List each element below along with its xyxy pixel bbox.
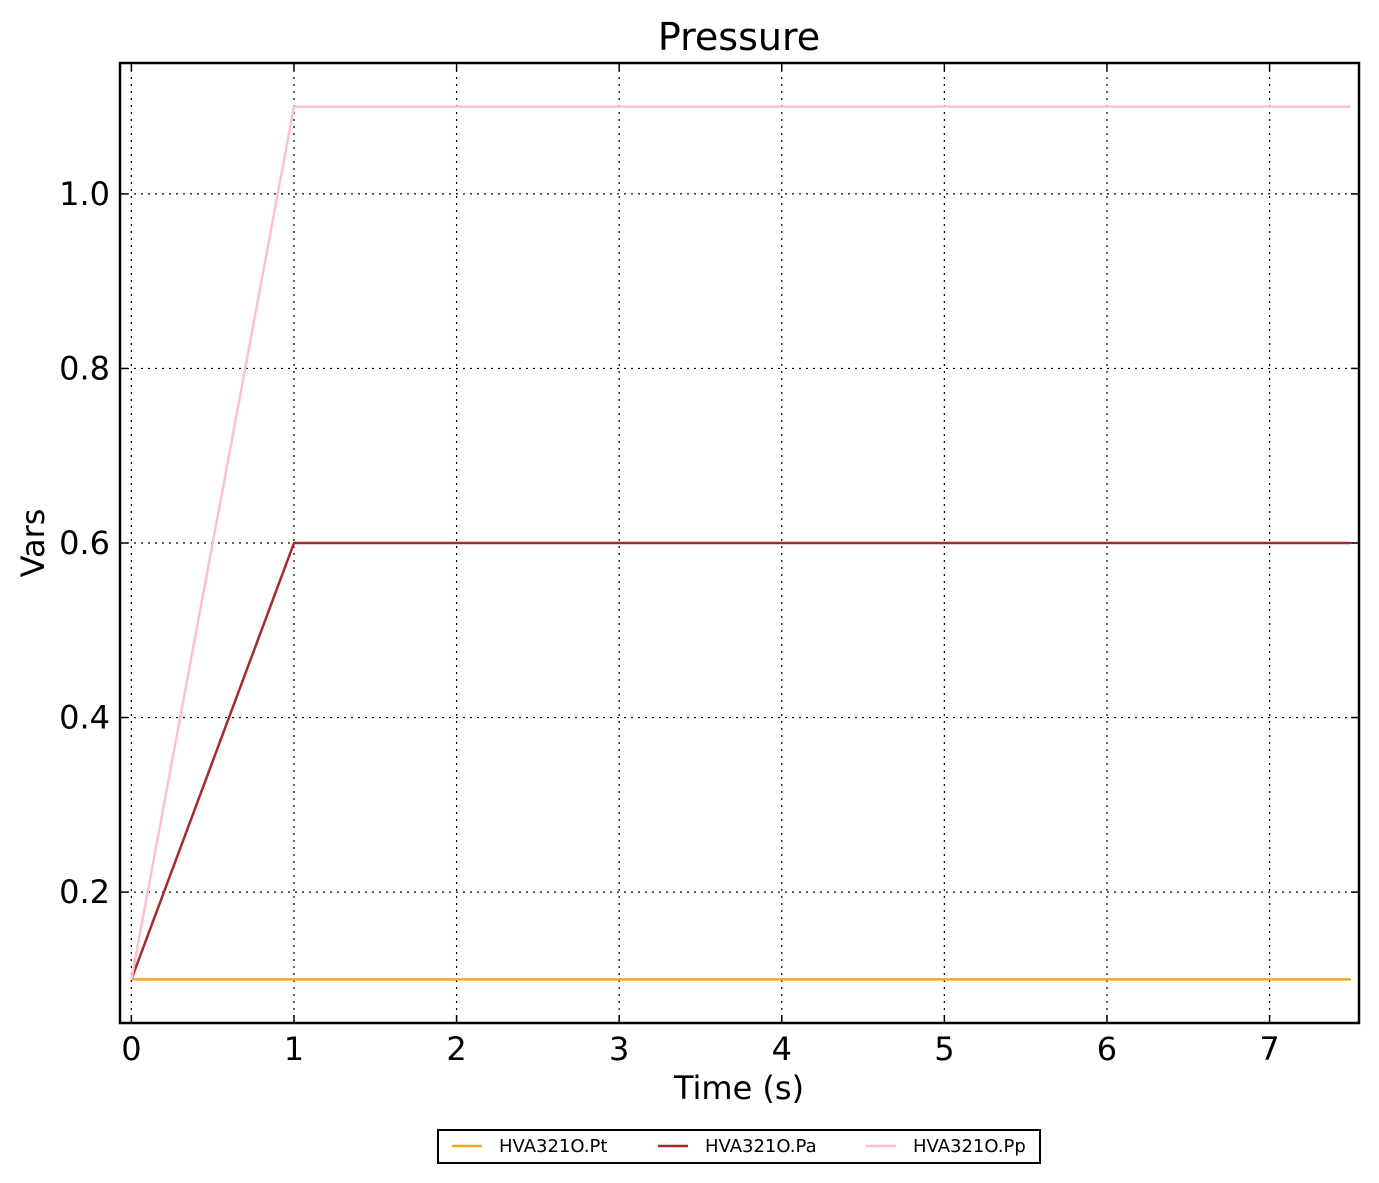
- x-tick-label: 5: [934, 1030, 954, 1068]
- x-axis-label: Time (s): [673, 1069, 804, 1107]
- legend-label: HVA321O.Pp: [913, 1136, 1026, 1157]
- x-tick-label: 4: [772, 1030, 792, 1068]
- y-axis-label: Vars: [14, 509, 52, 578]
- x-tick-label: 3: [609, 1030, 629, 1068]
- x-tick-label: 0: [121, 1030, 141, 1068]
- y-tick-label: 0.8: [59, 349, 110, 387]
- x-tick-label: 2: [446, 1030, 466, 1068]
- legend-label: HVA321O.Pt: [499, 1136, 607, 1157]
- series-line-hva321o-pp: [130, 105, 1351, 980]
- y-tick-label: 0.2: [59, 873, 110, 911]
- grid: [120, 63, 1359, 1023]
- chart-title: Pressure: [658, 15, 820, 59]
- y-tick-label: 1.0: [59, 175, 110, 213]
- legend-label: HVA321O.Pa: [705, 1136, 817, 1157]
- x-tick-label: 1: [284, 1030, 304, 1068]
- x-tick-label: 6: [1097, 1030, 1117, 1068]
- x-tick-label: 7: [1259, 1030, 1279, 1068]
- ticks: 0 1 2 3 4 5 6 7 0.2 0.4 0.6 0.8 1.0: [59, 63, 1359, 1068]
- legend-box: [437, 1129, 1041, 1164]
- series-layer: [130, 105, 1351, 981]
- y-tick-label: 0.6: [59, 524, 110, 562]
- series-line-hva321o-pa: [130, 541, 1351, 980]
- legend: HVA321O.Pt HVA321O.Pa HVA321O.Pp: [437, 1129, 1041, 1164]
- y-tick-label: 0.4: [59, 699, 110, 737]
